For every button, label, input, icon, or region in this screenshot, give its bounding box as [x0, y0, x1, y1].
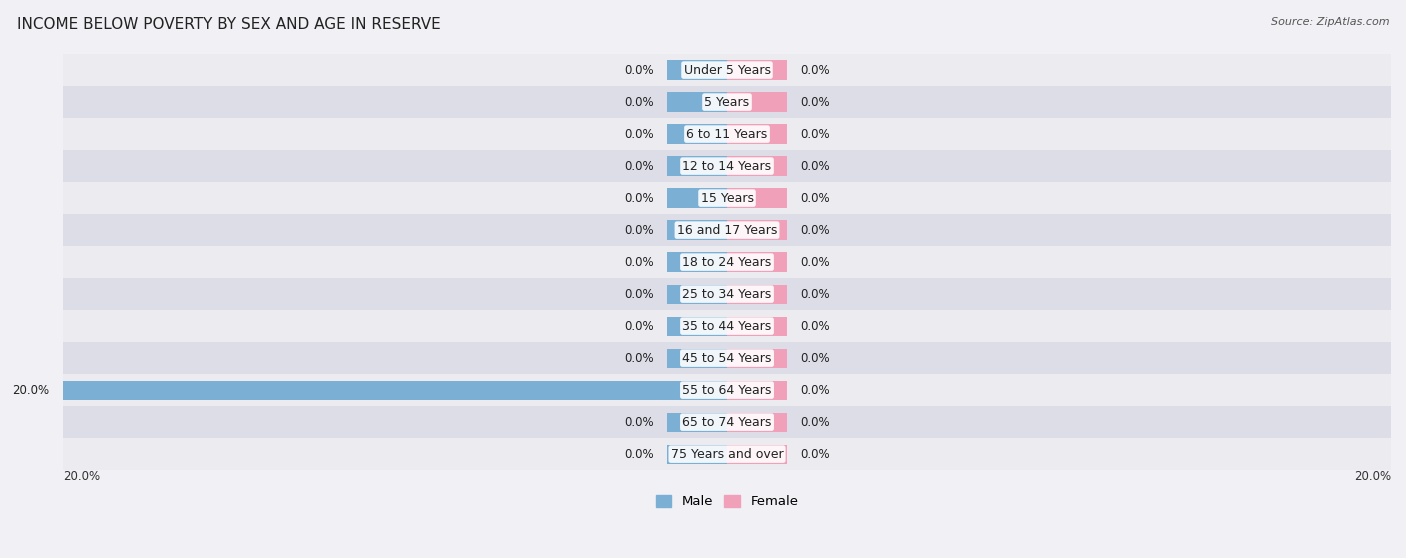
Bar	[727, 445, 787, 464]
Bar	[668, 124, 727, 143]
Text: 0.0%: 0.0%	[800, 287, 830, 301]
Text: 0.0%: 0.0%	[800, 191, 830, 205]
Text: 0.0%: 0.0%	[800, 128, 830, 141]
Text: 45 to 54 Years: 45 to 54 Years	[682, 352, 772, 364]
Bar	[727, 381, 787, 400]
Bar	[727, 93, 787, 112]
Text: 0.0%: 0.0%	[624, 287, 654, 301]
Text: 0.0%: 0.0%	[624, 320, 654, 333]
Text: 0.0%: 0.0%	[800, 160, 830, 172]
Bar	[63, 310, 1391, 342]
Bar	[727, 220, 787, 240]
Bar	[668, 220, 727, 240]
Bar	[63, 118, 1391, 150]
Text: 75 Years and over: 75 Years and over	[671, 448, 783, 461]
Bar	[727, 124, 787, 143]
Text: 0.0%: 0.0%	[800, 256, 830, 268]
Bar	[668, 93, 727, 112]
Text: Under 5 Years: Under 5 Years	[683, 64, 770, 76]
Bar	[668, 412, 727, 432]
Text: 0.0%: 0.0%	[800, 352, 830, 364]
Text: 20.0%: 20.0%	[1354, 470, 1391, 483]
Bar	[668, 349, 727, 368]
Text: INCOME BELOW POVERTY BY SEX AND AGE IN RESERVE: INCOME BELOW POVERTY BY SEX AND AGE IN R…	[17, 17, 440, 32]
Text: 0.0%: 0.0%	[624, 191, 654, 205]
Text: 0.0%: 0.0%	[624, 352, 654, 364]
Text: 0.0%: 0.0%	[624, 224, 654, 237]
Bar	[63, 150, 1391, 182]
Bar	[668, 316, 727, 336]
Text: 0.0%: 0.0%	[624, 416, 654, 429]
Bar	[727, 60, 787, 80]
Legend: Male, Female: Male, Female	[651, 489, 804, 513]
Text: 0.0%: 0.0%	[624, 128, 654, 141]
Text: 0.0%: 0.0%	[624, 95, 654, 109]
Bar	[727, 412, 787, 432]
Bar	[63, 182, 1391, 214]
Bar	[63, 381, 727, 400]
Text: 5 Years: 5 Years	[704, 95, 749, 109]
Text: 0.0%: 0.0%	[800, 95, 830, 109]
Text: 65 to 74 Years: 65 to 74 Years	[682, 416, 772, 429]
Text: 15 Years: 15 Years	[700, 191, 754, 205]
Bar	[63, 278, 1391, 310]
Text: 0.0%: 0.0%	[624, 64, 654, 76]
Text: 55 to 64 Years: 55 to 64 Years	[682, 383, 772, 397]
Bar	[63, 374, 1391, 406]
Text: 25 to 34 Years: 25 to 34 Years	[682, 287, 772, 301]
Text: 6 to 11 Years: 6 to 11 Years	[686, 128, 768, 141]
Bar	[727, 349, 787, 368]
Bar	[668, 253, 727, 272]
Text: 0.0%: 0.0%	[624, 256, 654, 268]
Bar	[63, 86, 1391, 118]
Text: 0.0%: 0.0%	[624, 448, 654, 461]
Bar	[63, 438, 1391, 470]
Text: 16 and 17 Years: 16 and 17 Years	[676, 224, 778, 237]
Text: 0.0%: 0.0%	[800, 320, 830, 333]
Bar	[63, 406, 1391, 438]
Bar	[63, 246, 1391, 278]
Text: 0.0%: 0.0%	[800, 224, 830, 237]
Bar	[668, 285, 727, 304]
Text: 35 to 44 Years: 35 to 44 Years	[682, 320, 772, 333]
Text: 0.0%: 0.0%	[800, 448, 830, 461]
Bar	[668, 189, 727, 208]
Text: 0.0%: 0.0%	[800, 416, 830, 429]
Bar	[63, 214, 1391, 246]
Bar	[727, 285, 787, 304]
Text: 20.0%: 20.0%	[13, 383, 49, 397]
Bar	[727, 156, 787, 176]
Text: 0.0%: 0.0%	[800, 383, 830, 397]
Bar	[63, 342, 1391, 374]
Text: 0.0%: 0.0%	[800, 64, 830, 76]
Text: 0.0%: 0.0%	[624, 160, 654, 172]
Bar	[727, 316, 787, 336]
Bar	[668, 60, 727, 80]
Text: 18 to 24 Years: 18 to 24 Years	[682, 256, 772, 268]
Bar	[668, 445, 727, 464]
Text: 12 to 14 Years: 12 to 14 Years	[682, 160, 772, 172]
Text: 20.0%: 20.0%	[63, 470, 100, 483]
Bar	[668, 156, 727, 176]
Bar	[727, 253, 787, 272]
Bar	[63, 54, 1391, 86]
Bar	[727, 189, 787, 208]
Text: Source: ZipAtlas.com: Source: ZipAtlas.com	[1271, 17, 1389, 27]
